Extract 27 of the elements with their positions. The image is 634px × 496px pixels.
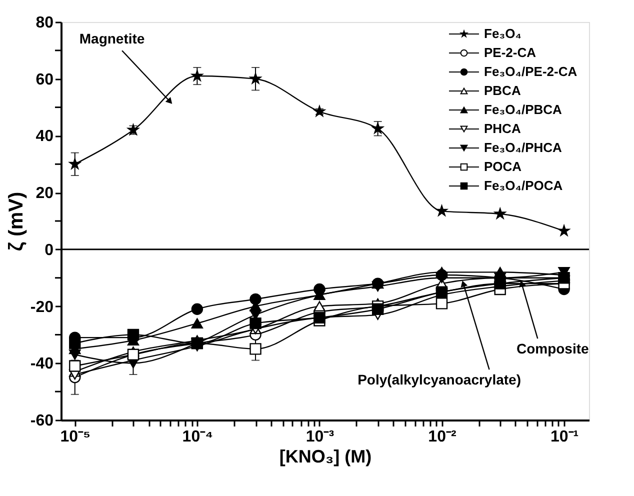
y-tick-label: 0 xyxy=(44,242,54,259)
legend-label: POCA xyxy=(484,159,522,174)
y-axis-title: ζ (mV) xyxy=(5,192,28,252)
x-axis-title: [KNO₃] (M) xyxy=(279,446,372,466)
annotation: Magnetite xyxy=(79,30,145,47)
x-tick-label: 10⁻⁴ xyxy=(182,428,214,446)
x-tick-label: 10⁻¹ xyxy=(550,428,579,446)
y-tick-label: -40 xyxy=(30,356,54,373)
y-tick-label: 20 xyxy=(36,185,54,202)
y-tick-label: -60 xyxy=(30,412,54,430)
legend-label: PBCA xyxy=(484,83,522,98)
x-tick-label: 10⁻³ xyxy=(306,428,334,446)
y-tick-label: 60 xyxy=(36,71,54,88)
legend-label: Fe₃O₄/POCA xyxy=(484,178,564,193)
x-tick-label: 10⁻² xyxy=(428,428,456,446)
legend-label: Fe₃O₄/PBCA xyxy=(484,102,563,117)
legend-label: Fe₃O₄ xyxy=(484,26,522,41)
y-tick-label: 80 xyxy=(36,14,54,32)
y-tick-label: -20 xyxy=(30,298,54,316)
annotation: Poly(alkylcyanoacrylate) xyxy=(358,372,521,388)
legend-label: Fe₃O₄/PE-2-CA xyxy=(484,64,578,79)
legend-label: PHCA xyxy=(484,121,522,136)
annotation: Composite xyxy=(516,340,590,357)
legend-label: PE-2-CA xyxy=(484,45,537,60)
y-tick-label: 40 xyxy=(36,128,54,146)
x-tick-label: 10⁻⁵ xyxy=(60,428,91,446)
legend-label: Fe₃O₄/PHCA xyxy=(484,140,563,155)
